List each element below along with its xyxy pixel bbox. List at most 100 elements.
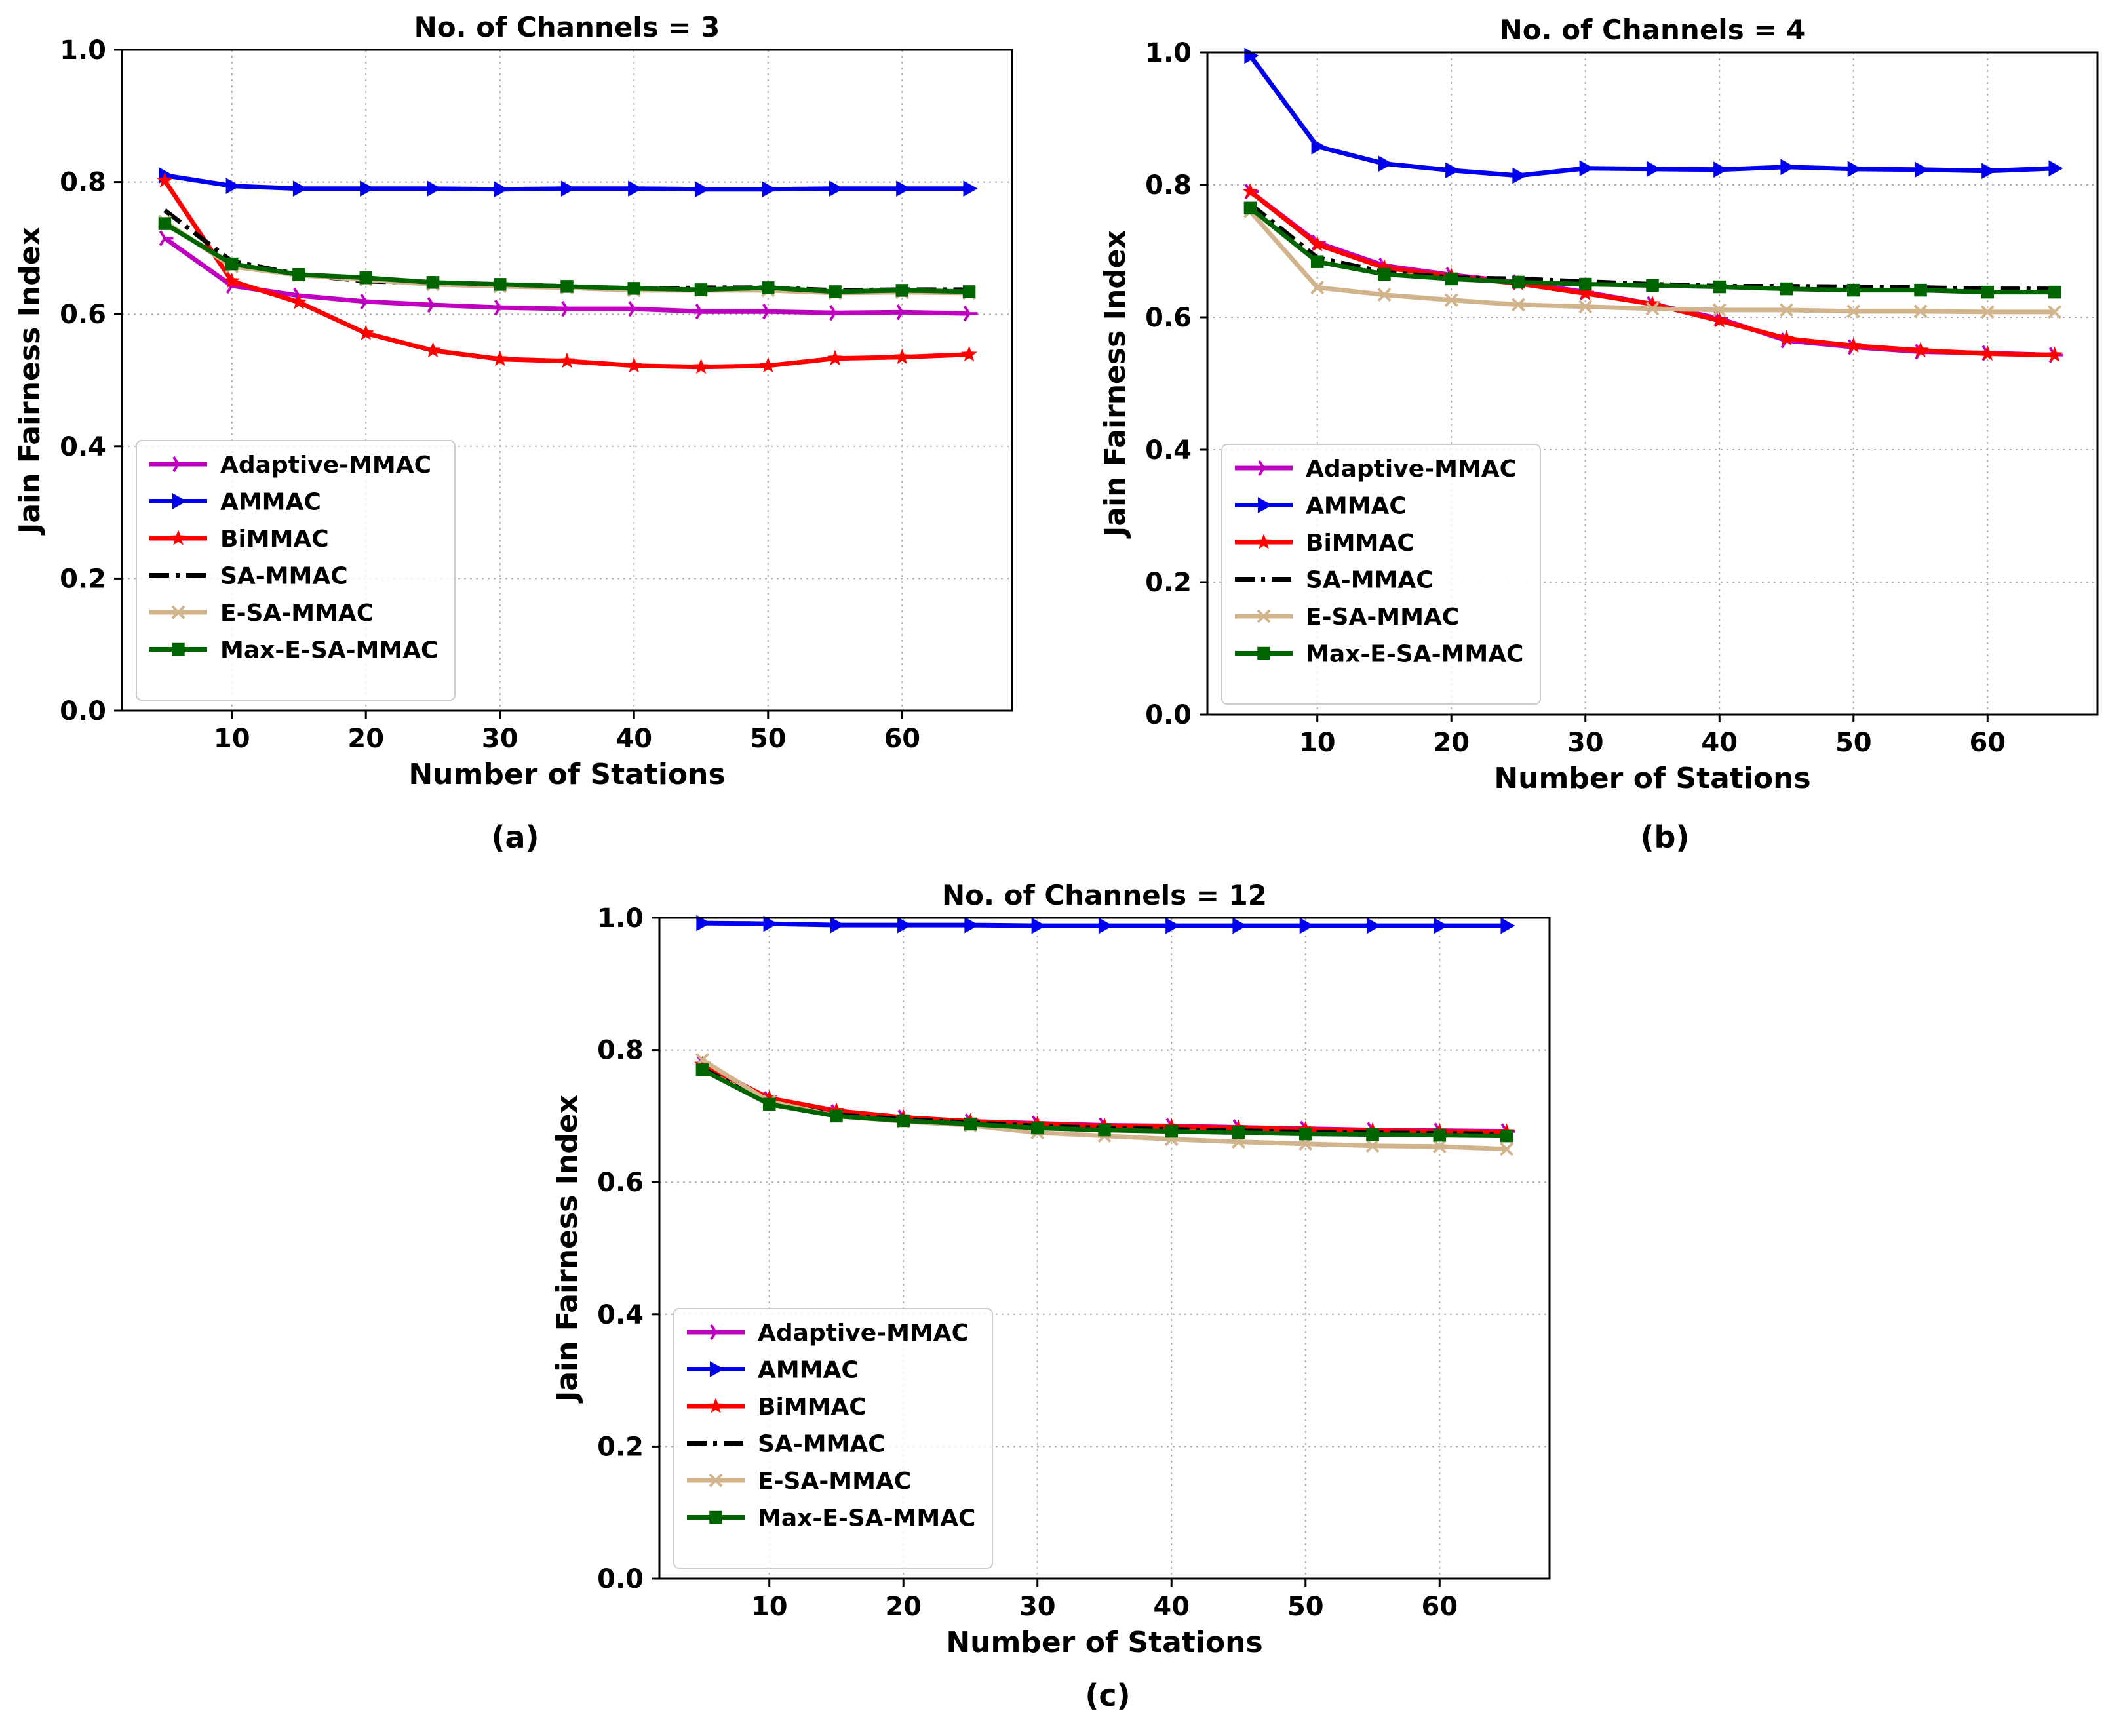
- data-point: [1511, 298, 1525, 312]
- data-point: [1433, 1128, 1447, 1142]
- legend-label: AMMAC: [220, 489, 321, 516]
- data-point: [964, 1117, 977, 1131]
- data-point: [359, 271, 372, 285]
- y-tick-label: 0.8: [597, 1036, 644, 1066]
- data-point: [558, 352, 576, 368]
- x-axis-label: Number of Stations: [408, 758, 725, 791]
- legend-item: E-SA-MMAC: [149, 600, 374, 627]
- legend-marker: [709, 1473, 723, 1488]
- legend-marker: [170, 530, 187, 545]
- data-point: [830, 917, 845, 934]
- x-tick-label: 50: [750, 724, 787, 754]
- data-point: [1981, 163, 1997, 180]
- data-point: [1310, 281, 1325, 295]
- x-tick-label: 60: [1421, 1592, 1458, 1622]
- data-point: [829, 305, 844, 321]
- legend: Adaptive-MMAC AMMAC BiMMAC SA-MMAC E-SA-MMAC…: [136, 440, 456, 701]
- x-tick-label: 50: [1835, 728, 1872, 758]
- series-max-e-sa-mmac: [158, 217, 976, 298]
- data-point: [1432, 1139, 1447, 1154]
- data-point: [1646, 161, 1661, 178]
- data-point: [961, 345, 977, 362]
- x-tick-label: 30: [1019, 1592, 1056, 1622]
- data-point: [695, 304, 710, 320]
- axes-frame: [658, 917, 1551, 1580]
- data-point: [1980, 305, 1995, 319]
- panel-caption: (b): [1641, 819, 1690, 855]
- data-point: [1445, 162, 1460, 179]
- data-point: [1579, 160, 1594, 177]
- panel-caption: (c): [1085, 1678, 1130, 1713]
- y-tick-label: 0.6: [60, 300, 106, 330]
- data-point: [829, 180, 844, 197]
- data-point: [292, 267, 305, 281]
- y-axis-label: Jain Fairness Index: [13, 227, 47, 536]
- series-ammac: [159, 167, 978, 198]
- data-point: [159, 230, 174, 247]
- data-point: [628, 180, 643, 197]
- data-point: [1914, 161, 1930, 178]
- series-max-e-sa-mmac: [695, 1063, 1513, 1143]
- data-point: [761, 1090, 778, 1105]
- data-point: [1847, 161, 1862, 178]
- data-point: [426, 276, 440, 289]
- data-point: [1299, 917, 1314, 934]
- data-point: [427, 296, 442, 313]
- chart-panel-2: 10 20 30 40 50 60 0.0 0.2 0.4 0.6 0.8 1.0 No. of Cha…: [1099, 14, 2099, 855]
- data-point: [763, 915, 778, 932]
- series-ammac: [1244, 47, 2063, 184]
- data-point: [494, 299, 509, 316]
- legend-marker: [172, 493, 187, 509]
- data-point: [963, 180, 978, 197]
- data-point: [897, 917, 912, 934]
- legend-label: BiMMAC: [758, 1394, 867, 1421]
- data-point: [225, 178, 241, 194]
- data-point: [2048, 305, 2062, 319]
- legend-item: Max-E-SA-MMAC: [1235, 641, 1523, 668]
- y-tick-label: 1.0: [597, 903, 644, 934]
- legend-frame: [136, 440, 456, 701]
- y-tick-label: 0.0: [597, 1564, 644, 1594]
- data-point: [897, 1114, 910, 1128]
- data-point: [561, 300, 576, 317]
- data-point: [1165, 1124, 1179, 1138]
- chart-panel-1: 10 20 30 40 50 60 0.0 0.2 0.4 0.6 0.8 1.0 No. of Cha…: [13, 11, 1013, 855]
- x-tick-label: 40: [1153, 1592, 1190, 1622]
- legend-item: AMMAC: [149, 489, 321, 516]
- legend-item: BiMMAC: [1235, 530, 1415, 557]
- data-point: [1912, 342, 1929, 357]
- data-point: [695, 181, 710, 198]
- data-point: [829, 285, 842, 298]
- legend-label: Adaptive-MMAC: [220, 452, 431, 479]
- data-point: [492, 350, 509, 366]
- data-point: [1310, 255, 1324, 268]
- y-axis-label: Jain Fairness Index: [1099, 230, 1132, 539]
- data-point: [1780, 159, 1795, 176]
- x-tick-label: 30: [482, 724, 518, 754]
- legend-item: Adaptive-MMAC: [1235, 456, 1517, 483]
- y-tick-label: 0.6: [597, 1168, 644, 1198]
- legend-item: Max-E-SA-MMAC: [687, 1505, 975, 1532]
- axes-frame: [1206, 51, 2099, 716]
- y-tick-label: 1.0: [60, 35, 106, 66]
- data-point: [1847, 283, 1860, 297]
- data-point: [1646, 279, 1659, 292]
- x-tick-label: 50: [1287, 1592, 1324, 1622]
- legend: Adaptive-MMAC AMMAC BiMMAC SA-MMAC E-SA-MMAC…: [673, 1308, 993, 1569]
- data-point: [695, 1063, 709, 1076]
- legend-item: BiMMAC: [149, 526, 329, 553]
- data-point: [158, 217, 172, 230]
- legend-item: AMMAC: [1235, 493, 1407, 520]
- legend-marker: [172, 642, 185, 656]
- legend-marker: [1255, 534, 1272, 549]
- data-point: [896, 304, 911, 321]
- y-axis-label: Jain Fairness Index: [551, 1095, 584, 1404]
- y-tick-label: 0.2: [60, 564, 106, 594]
- data-point: [357, 325, 374, 340]
- x-tick-label: 10: [214, 724, 250, 754]
- y-tick-label: 0.2: [1145, 568, 1192, 598]
- x-tick-label: 40: [1701, 728, 1738, 758]
- x-tick-label: 60: [884, 724, 920, 754]
- legend-marker: [709, 1361, 724, 1377]
- x-axis-label: Number of Stations: [946, 1626, 1262, 1659]
